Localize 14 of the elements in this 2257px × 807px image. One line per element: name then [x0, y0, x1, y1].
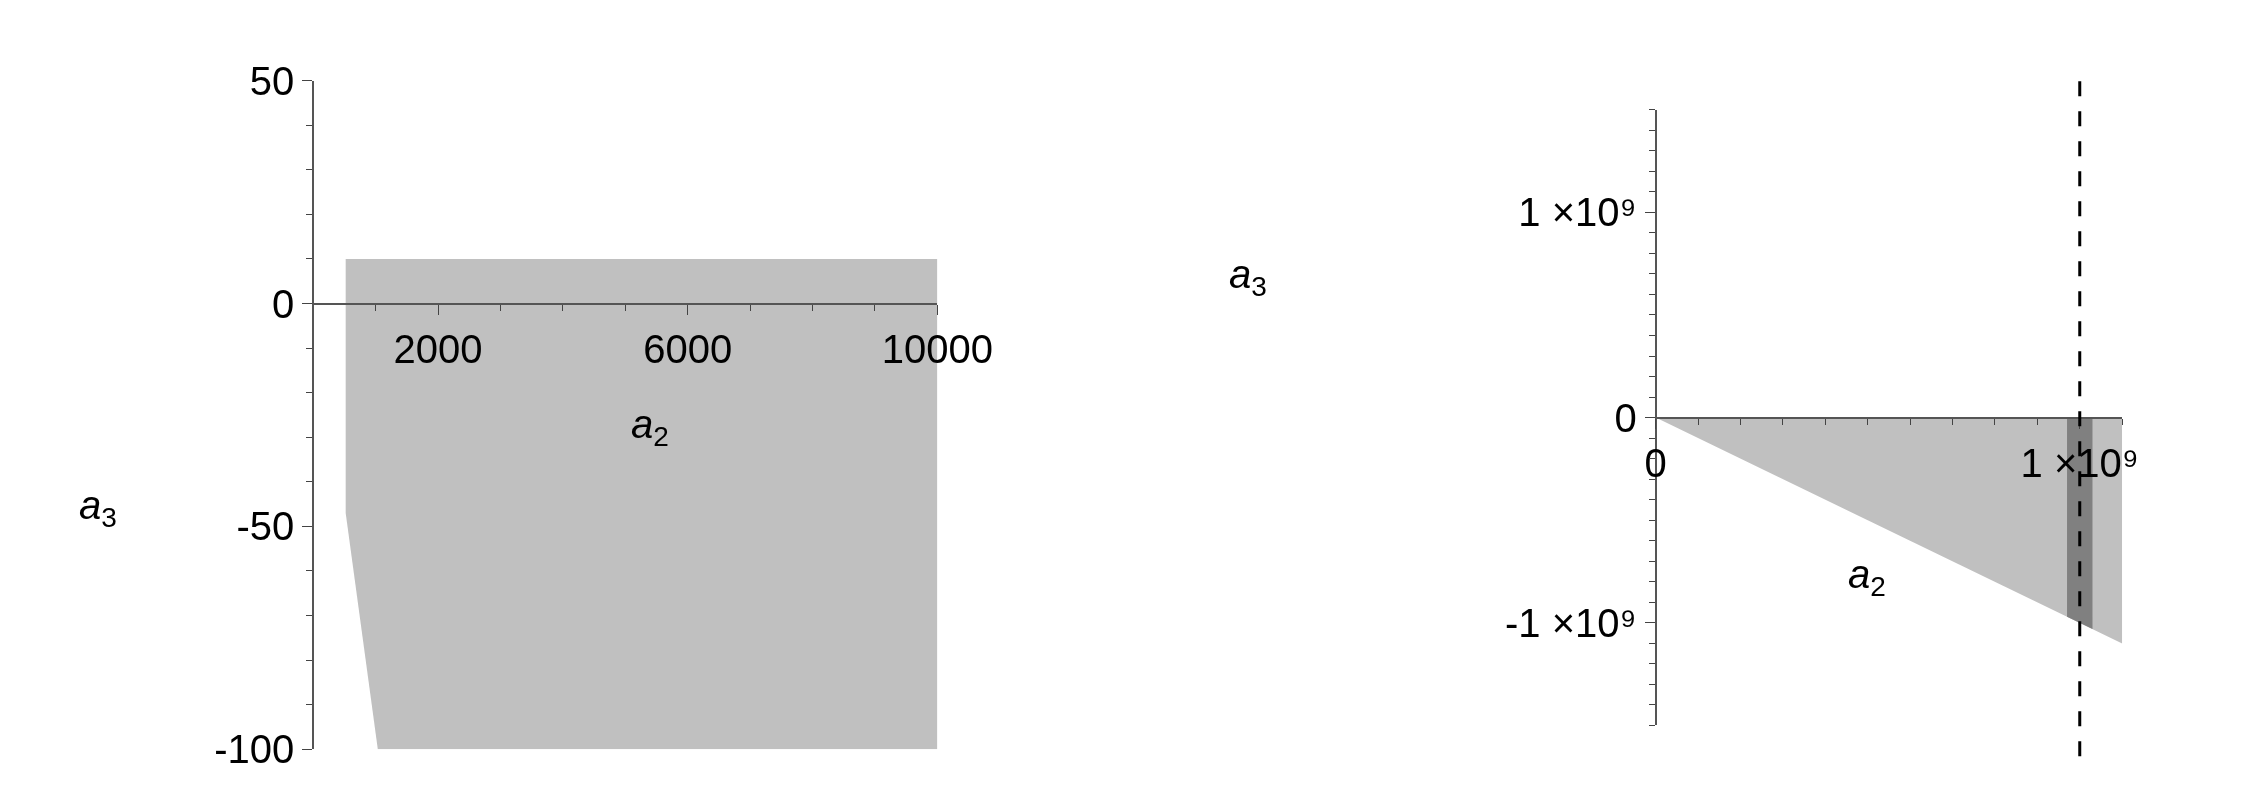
x-tick-label: 2000 [393, 326, 483, 371]
x-axis-title: a$_{2}$ [631, 402, 669, 453]
x-tick-label: 6000 [643, 326, 733, 371]
y-tick-label: -100 [214, 727, 295, 772]
y-tick-label: 1 ×10⁹ [1518, 190, 1637, 235]
y-tick-label: 0 [271, 281, 295, 326]
y-axis-title: a$_{3}$ [1229, 252, 1267, 303]
y-axis-title: a$_{3}$ [79, 483, 117, 534]
y-tick-label: 0 [1614, 395, 1637, 440]
y-tick-label: 50 [249, 58, 295, 103]
y-tick-label: -50 [236, 504, 295, 549]
x-tick-label: 10000 [881, 326, 993, 371]
y-tick-label: -1 ×10⁹ [1505, 600, 1637, 645]
x-axis-title: a$_{2}$ [1848, 552, 1886, 603]
